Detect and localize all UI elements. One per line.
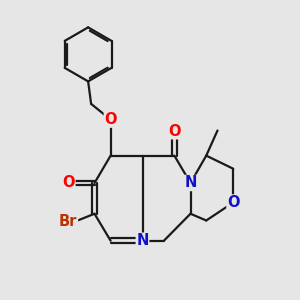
Text: O: O xyxy=(227,195,239,210)
Text: O: O xyxy=(104,112,117,127)
Text: O: O xyxy=(168,124,181,139)
Text: N: N xyxy=(136,233,149,248)
Text: N: N xyxy=(184,176,197,190)
Text: Br: Br xyxy=(59,214,77,230)
Text: O: O xyxy=(62,176,75,190)
